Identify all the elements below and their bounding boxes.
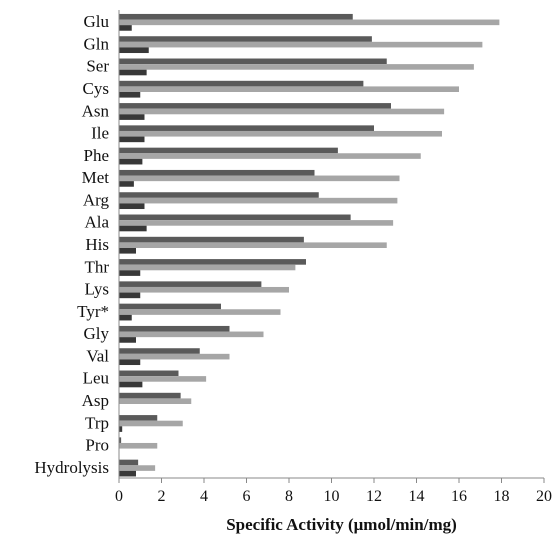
bar-asp-series-2 [119, 398, 192, 404]
bar-ser-series-2 [119, 64, 474, 70]
category-label: Glu [84, 12, 110, 31]
bar-pro-series-1 [119, 437, 122, 443]
category-label: Lys [84, 280, 109, 299]
category-label: Leu [83, 369, 110, 388]
bar-val-series-3 [119, 359, 141, 366]
bar-trp-series-1 [119, 415, 158, 421]
bar-gly-series-1 [119, 325, 230, 332]
category-label: Met [82, 168, 110, 187]
category-label: Asp [82, 391, 109, 410]
bar-leu-series-3 [119, 381, 143, 388]
category-label: Ser [86, 57, 109, 76]
category-label: Ile [91, 124, 109, 143]
bar-met-series-3 [119, 181, 134, 187]
x-tick-label: 2 [158, 488, 166, 505]
bar-asp-series-1 [119, 392, 181, 399]
bar-gln-series-1 [119, 36, 372, 42]
category-label: Arg [83, 190, 110, 209]
bar-asn-series-3 [119, 114, 145, 120]
x-axis-title: Specific Activity (μmol/min/mg) [226, 515, 457, 534]
bar-tyr-series-2 [119, 309, 281, 315]
category-label: Val [86, 346, 109, 365]
category-label: Asn [82, 101, 110, 120]
x-tick-label: 12 [366, 488, 382, 505]
bar-ile-series-1 [119, 125, 374, 131]
bar-thr-series-3 [119, 270, 141, 276]
bar-glu-series-2 [119, 19, 500, 26]
bar-trp-series-2 [119, 420, 183, 427]
x-tick-label: 6 [243, 488, 251, 505]
x-tick-label: 16 [451, 488, 467, 505]
bar-tyr-series-1 [119, 303, 221, 310]
x-tick-label: 4 [200, 488, 208, 505]
bar-pro-series-2 [119, 442, 158, 449]
bar-asn-series-2 [119, 108, 445, 115]
x-tick-label: 18 [494, 488, 510, 505]
bar-met-series-1 [119, 169, 315, 176]
category-label: Trp [85, 413, 109, 432]
x-tick-label: 8 [285, 488, 293, 505]
bar-arg-series-2 [119, 197, 398, 204]
bar-hydrolysis-series-2 [119, 465, 156, 471]
bar-gly-series-3 [119, 337, 136, 343]
bar-asn-series-1 [119, 103, 391, 109]
bar-gly-series-2 [119, 331, 264, 338]
bar-ala-series-3 [119, 225, 147, 232]
bar-thr-series-1 [119, 259, 306, 265]
bar-phe-series-2 [119, 153, 421, 159]
bar-lys-series-3 [119, 292, 141, 299]
bar-ser-series-1 [119, 58, 387, 65]
bar-hydrolysis-series-3 [119, 470, 136, 477]
category-label: Thr [84, 257, 109, 276]
bar-hydrolysis-series-1 [119, 459, 139, 466]
bar-trp-series-3 [119, 426, 123, 432]
category-label: His [85, 235, 109, 254]
category-label: Pro [85, 436, 109, 455]
bar-tyr-series-3 [119, 314, 132, 321]
category-label: Hydrolysis [34, 458, 109, 477]
bar-ser-series-3 [119, 69, 147, 76]
category-label: Tyr* [77, 302, 109, 321]
bar-met-series-2 [119, 175, 400, 182]
bar-val-series-2 [119, 353, 230, 360]
bar-cys-series-1 [119, 80, 364, 87]
bar-his-series-3 [119, 248, 136, 254]
bar-ala-series-1 [119, 214, 351, 221]
category-label: Phe [84, 146, 110, 165]
bar-leu-series-1 [119, 370, 179, 377]
category-label: Ala [84, 213, 109, 232]
category-label: Cys [83, 79, 109, 98]
bar-thr-series-2 [119, 264, 296, 271]
bar-phe-series-1 [119, 147, 338, 154]
bar-ala-series-2 [119, 220, 394, 226]
bar-ile-series-3 [119, 136, 145, 143]
bar-gln-series-3 [119, 47, 149, 54]
category-labels: Glu Gln Ser Cys Asn Ile Phe Met Arg Ala His Thr Lys T… [34, 12, 109, 477]
bar-his-series-1 [119, 236, 304, 243]
x-tick-label: 0 [115, 488, 123, 505]
x-ticks: 0 2 4 6 8 10 12 14 16 18 20 [115, 478, 552, 505]
bar-ile-series-2 [119, 130, 442, 137]
bar-val-series-1 [119, 348, 200, 354]
bar-glu-series-1 [119, 13, 353, 20]
bars-layer [119, 13, 500, 477]
bar-glu-series-3 [119, 25, 132, 31]
bar-gln-series-2 [119, 41, 483, 48]
bar-arg-series-3 [119, 203, 145, 210]
bar-phe-series-3 [119, 158, 143, 165]
category-label: Gly [84, 324, 110, 343]
bar-lys-series-1 [119, 281, 262, 287]
x-tick-label: 20 [536, 488, 552, 505]
bar-cys-series-2 [119, 86, 459, 92]
bar-cys-series-3 [119, 92, 141, 98]
bar-lys-series-2 [119, 286, 289, 293]
x-tick-label: 14 [409, 488, 425, 505]
bar-his-series-2 [119, 242, 387, 248]
category-label: Gln [84, 34, 110, 53]
bar-leu-series-2 [119, 376, 207, 382]
x-tick-label: 10 [324, 488, 340, 505]
bar-arg-series-1 [119, 192, 319, 198]
